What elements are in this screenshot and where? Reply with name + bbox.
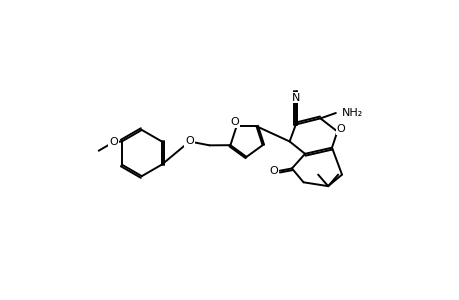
Text: NH₂: NH₂ xyxy=(341,108,363,118)
Text: O: O xyxy=(230,117,238,128)
Text: O: O xyxy=(269,166,277,176)
Text: N: N xyxy=(291,93,299,103)
Text: O: O xyxy=(336,124,345,134)
Text: O: O xyxy=(185,136,194,146)
Text: O: O xyxy=(109,137,118,147)
